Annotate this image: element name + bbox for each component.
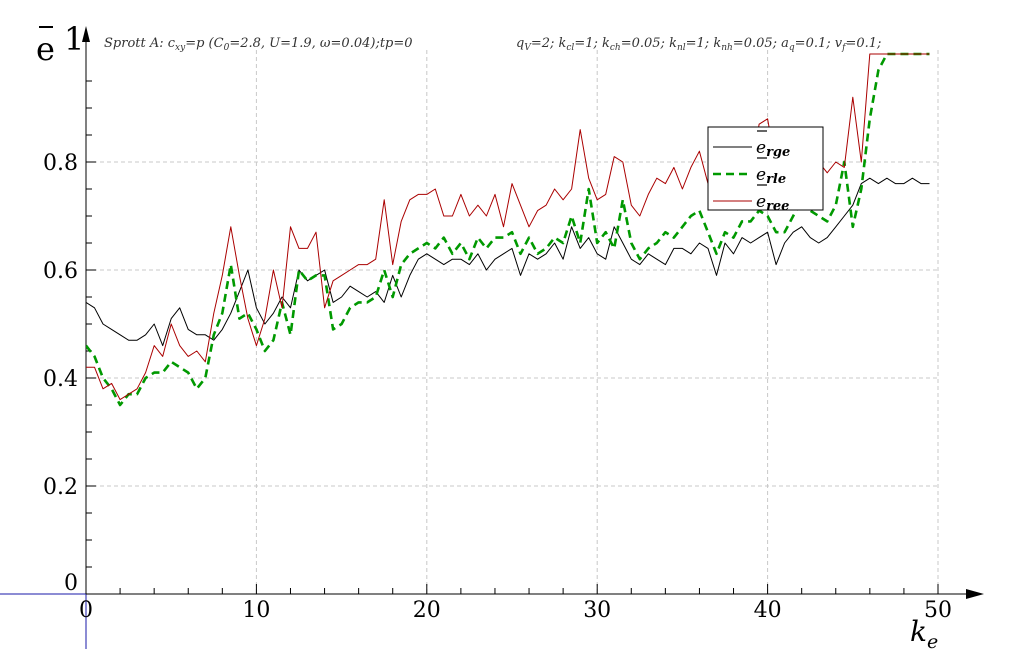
legend-label-main: e: [756, 192, 766, 212]
x-tick-label: 40: [754, 598, 782, 623]
x-tick-label: 10: [242, 598, 270, 623]
title-part: q: [789, 43, 795, 53]
legend-label-sub: rge: [766, 145, 790, 160]
series-lines: [86, 52, 930, 407]
legend-label-ree: eree: [756, 192, 789, 214]
title-part: q: [516, 36, 524, 51]
title-part: nl: [677, 43, 686, 53]
title-part: V: [524, 43, 532, 53]
legend-box: [707, 126, 824, 211]
y-tick-label: 0.4: [43, 367, 78, 392]
title-part: =1; k: [686, 36, 722, 51]
chart-title-left: Sprott A: cxy=p (C0=2.8, U=1.9, ω=0.04);…: [104, 36, 413, 53]
y-tick-label: 0.2: [43, 475, 78, 500]
title-part: =2.8, U=1.9, ω=0.04);tp=0: [229, 36, 412, 51]
y-tick-label: 0.6: [43, 259, 78, 284]
y-tick-label: 0.8: [43, 151, 78, 176]
legend-label-main: e: [756, 138, 766, 158]
x-tick-label: 50: [924, 598, 952, 623]
legend-label-sub: rle: [766, 172, 786, 187]
title-part: f: [841, 43, 847, 53]
x-tick-label: 30: [583, 598, 611, 623]
x-axis-arrow: [966, 589, 984, 599]
title-part: =0.1;: [845, 36, 881, 51]
y-tick-label-zero: 0: [64, 571, 78, 596]
legend-label-rle: erle: [756, 165, 786, 187]
title-part: nh: [721, 43, 733, 53]
title-part: =p (C: [185, 36, 223, 51]
legend-label-rge: erge: [756, 138, 790, 160]
series-line-rle: [86, 52, 930, 407]
title-part: cl: [566, 43, 574, 53]
title-part: =0.05; k: [621, 36, 677, 51]
y-axis-label: e: [36, 30, 55, 68]
title-part: Sprott A: c: [104, 36, 176, 51]
title-part: ch: [610, 43, 621, 53]
x-tick-label: 0: [79, 598, 93, 623]
chart-title-right: qV=2; kcl=1; kch=0.05; knl=1; knh=0.05; …: [516, 36, 881, 53]
y-axis-top-label: 1: [64, 20, 84, 58]
x-axis-title: ke: [910, 615, 938, 649]
title-part: =2; k: [531, 36, 567, 51]
x-axis-label: ke: [910, 615, 938, 649]
title-part: =0.05; a: [733, 36, 789, 51]
title-part: 0: [224, 43, 230, 53]
y-axis-arrow: [82, 26, 90, 42]
title-part: =1; k: [574, 36, 610, 51]
y-axis-title: e 1: [36, 20, 84, 68]
x-tick-label: 20: [413, 598, 441, 623]
axes: [0, 26, 984, 649]
legend-label-sub: ree: [766, 199, 789, 214]
tick-labels: 0 10 20 30 40 50 0.2 0.4 0.6 0.8 0: [43, 151, 952, 623]
legend-label-main: e: [756, 165, 766, 185]
series-line-rge: [86, 177, 930, 347]
title-part: =0.1; v: [795, 36, 843, 51]
title-part: xy: [175, 43, 186, 53]
